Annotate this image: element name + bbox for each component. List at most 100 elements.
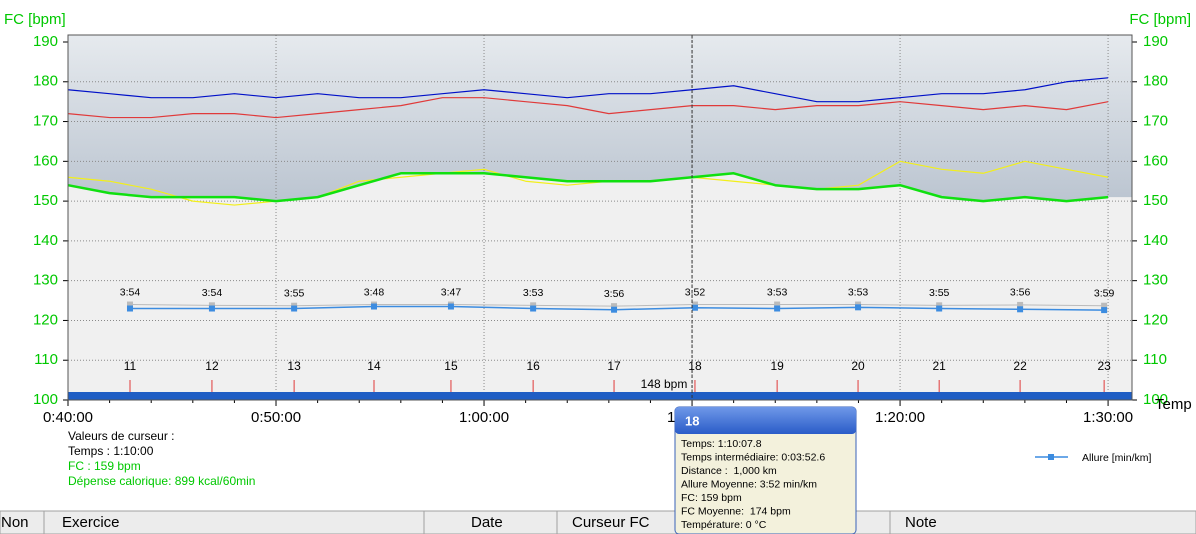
y2-tick-label: 190: [1143, 33, 1168, 50]
hr-line: [67, 172, 1109, 203]
lap-number: 17: [607, 359, 621, 373]
lap-number: 13: [287, 359, 301, 373]
pace-point: [855, 304, 862, 311]
lap-pace: 3:54: [202, 287, 223, 299]
grey-point: [126, 301, 133, 308]
y2-axis-label: FC [bpm]: [1129, 11, 1191, 28]
col-header[interactable]: Date: [471, 514, 503, 531]
col-header[interactable]: Note: [905, 514, 937, 531]
legend-label: Allure [min/km]: [1082, 452, 1152, 464]
grey-point: [1101, 302, 1108, 309]
lap-number: 12: [205, 359, 219, 373]
pace-point: [691, 304, 698, 311]
header-bg: [0, 510, 1196, 534]
tooltip-line: Temps: 1:10:07.8: [681, 438, 762, 450]
y2-tick-label: 170: [1143, 113, 1168, 130]
grey-point: [530, 302, 537, 309]
y2-tick-label: 130: [1143, 272, 1168, 289]
pace-point: [774, 305, 781, 312]
lap-pace: 3:56: [604, 288, 625, 300]
lap-pace: 3:56: [1010, 287, 1031, 299]
cursor-hr: FC : 159 bpm: [68, 459, 141, 473]
x-tick-label: 1:20:00: [875, 409, 925, 426]
col-header[interactable]: Curseur FC: [572, 514, 650, 531]
tooltip-title: 18: [685, 413, 699, 428]
lap-number: 19: [770, 359, 784, 373]
pace-point: [447, 303, 454, 310]
pace-point: [1101, 307, 1108, 314]
cursor-panel: Valeurs de curseur : Temps : 1:10:00 FC …: [68, 429, 255, 488]
lap-number: 20: [851, 359, 865, 373]
x-axis-label: Temp: [1155, 396, 1192, 413]
hr-area: [68, 173, 1132, 400]
lap-pace: 3:55: [929, 287, 950, 299]
lap-number: 11: [124, 359, 137, 373]
cursor-calories: Dépense calorique: 899 kcal/60min: [68, 474, 255, 488]
y-tick-label: 120: [33, 311, 58, 328]
tooltip-line: FC: 159 bpm: [681, 492, 742, 504]
y-axis-label: FC [bpm]: [4, 11, 66, 28]
table-header[interactable]: Non Exercice Date Curseur FC Note: [0, 510, 1196, 534]
plot-border: [67, 34, 1133, 401]
y-tick-label: 160: [33, 152, 58, 169]
cursor-time: Temps : 1:10:00: [68, 444, 154, 458]
y-tick-label: 130: [33, 272, 58, 289]
y2-tick-label: 160: [1143, 152, 1168, 169]
grey-point: [1017, 301, 1024, 308]
grey-point: [936, 302, 943, 309]
lap-pace: 3:53: [767, 286, 788, 298]
y-tick-label: 110: [34, 351, 58, 368]
y-tick-label: 150: [33, 192, 58, 209]
y2-tick-label: 150: [1143, 192, 1168, 209]
legend: Allure [min/km]: [1035, 452, 1152, 464]
lap-pace: 3:55: [284, 288, 305, 300]
grey-point: [611, 303, 618, 310]
y2-tick-label: 110: [1143, 351, 1167, 368]
lap-number: 21: [932, 359, 946, 373]
pace-point: [291, 305, 298, 312]
y-tick-label: 170: [33, 113, 58, 130]
pace-point: [611, 306, 618, 313]
pace-point: [1017, 306, 1024, 313]
lap-number: 18: [688, 359, 702, 373]
lap-number: 15: [444, 359, 458, 373]
pace-point: [936, 305, 943, 312]
cursor-title: Valeurs de curseur :: [68, 429, 175, 443]
lap-pace: 3:47: [441, 286, 462, 298]
lap-number: 14: [367, 359, 381, 373]
x-tick-label: 1:00:00: [459, 409, 509, 426]
lap-pace: 3:53: [848, 286, 869, 298]
pace-point: [370, 303, 377, 310]
lap-pace: 3:52: [685, 286, 706, 298]
hr-line: [67, 77, 1109, 103]
lap-number: 16: [526, 359, 540, 373]
tooltip-line: Temps intermédiaire: 0:03:52.6: [681, 451, 825, 463]
lap-pace: 3:53: [523, 287, 544, 299]
y2-tick-label: 120: [1143, 311, 1168, 328]
legend-marker: [1048, 454, 1054, 460]
plot: 100 100 110 110 120 120 130 130 140 140 150 150 160 1…: [33, 33, 1168, 426]
tooltip-line: FC Moyenne: 174 bpm: [681, 505, 791, 517]
pace-point: [530, 305, 537, 312]
lap-number: 22: [1013, 359, 1027, 373]
tooltip-line: Allure Moyenne: 3:52 min/km: [681, 478, 817, 490]
y-tick-label: 190: [33, 33, 58, 50]
col-header[interactable]: Exercice: [62, 514, 120, 531]
pace-point: [208, 305, 215, 312]
col-header[interactable]: Non: [1, 514, 29, 531]
bottom-label: 148 bpm: [641, 377, 688, 391]
lap-number: 23: [1097, 359, 1111, 373]
x-tick-label: 0:50:00: [251, 409, 301, 426]
lap-pace: 3:59: [1094, 288, 1115, 300]
hr-line: [67, 160, 1109, 206]
tooltip-line: Température: 0 °C: [681, 519, 767, 531]
lap-bar: [68, 392, 1132, 400]
y2-tick-label: 140: [1143, 232, 1168, 249]
tooltip-line: Distance : 1,000 km: [681, 465, 777, 477]
x-tick-label: 1:30:00: [1083, 409, 1133, 426]
hr-line: [67, 97, 1109, 119]
grey-point: [691, 301, 698, 308]
y2-tick-label: 100: [1143, 391, 1168, 408]
y-tick-label: 180: [33, 73, 58, 90]
